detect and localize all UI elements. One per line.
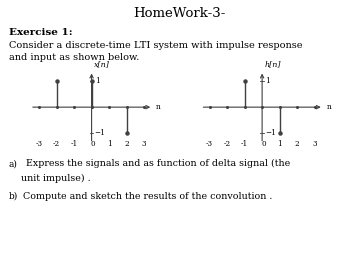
Text: Compute and sketch the results of the convolution .: Compute and sketch the results of the co… bbox=[23, 192, 273, 201]
Text: n: n bbox=[156, 103, 160, 111]
Text: -1: -1 bbox=[241, 139, 248, 148]
Text: unit impulse) .: unit impulse) . bbox=[9, 174, 90, 183]
Text: 1: 1 bbox=[277, 139, 282, 148]
Text: -3: -3 bbox=[206, 139, 213, 148]
Text: and input as shown below.: and input as shown below. bbox=[9, 53, 139, 62]
Text: -3: -3 bbox=[36, 139, 43, 148]
Text: 3: 3 bbox=[312, 139, 317, 148]
Text: 1: 1 bbox=[107, 139, 112, 148]
Text: n: n bbox=[326, 103, 331, 111]
Text: 3: 3 bbox=[142, 139, 146, 148]
Text: 2: 2 bbox=[295, 139, 299, 148]
Text: x[n]: x[n] bbox=[94, 60, 110, 69]
Text: Consider a discrete-time LTI system with impulse response: Consider a discrete-time LTI system with… bbox=[9, 41, 303, 50]
Text: -2: -2 bbox=[224, 139, 230, 148]
Text: a): a) bbox=[9, 159, 18, 168]
Text: Express the signals and as function of delta signal (the: Express the signals and as function of d… bbox=[23, 159, 290, 168]
Text: 2: 2 bbox=[124, 139, 129, 148]
Text: −1: −1 bbox=[265, 129, 276, 137]
Text: -2: -2 bbox=[53, 139, 60, 148]
Text: 0: 0 bbox=[261, 139, 266, 148]
Text: -1: -1 bbox=[70, 139, 78, 148]
Text: 0: 0 bbox=[91, 139, 95, 148]
Text: HomeWork-3-: HomeWork-3- bbox=[133, 7, 226, 19]
Text: −1: −1 bbox=[95, 129, 106, 137]
Text: 1: 1 bbox=[95, 77, 99, 85]
Text: 1: 1 bbox=[265, 77, 270, 85]
Text: b): b) bbox=[9, 192, 18, 201]
Text: Exercise 1:: Exercise 1: bbox=[9, 28, 73, 37]
Text: h[n]: h[n] bbox=[265, 60, 281, 69]
